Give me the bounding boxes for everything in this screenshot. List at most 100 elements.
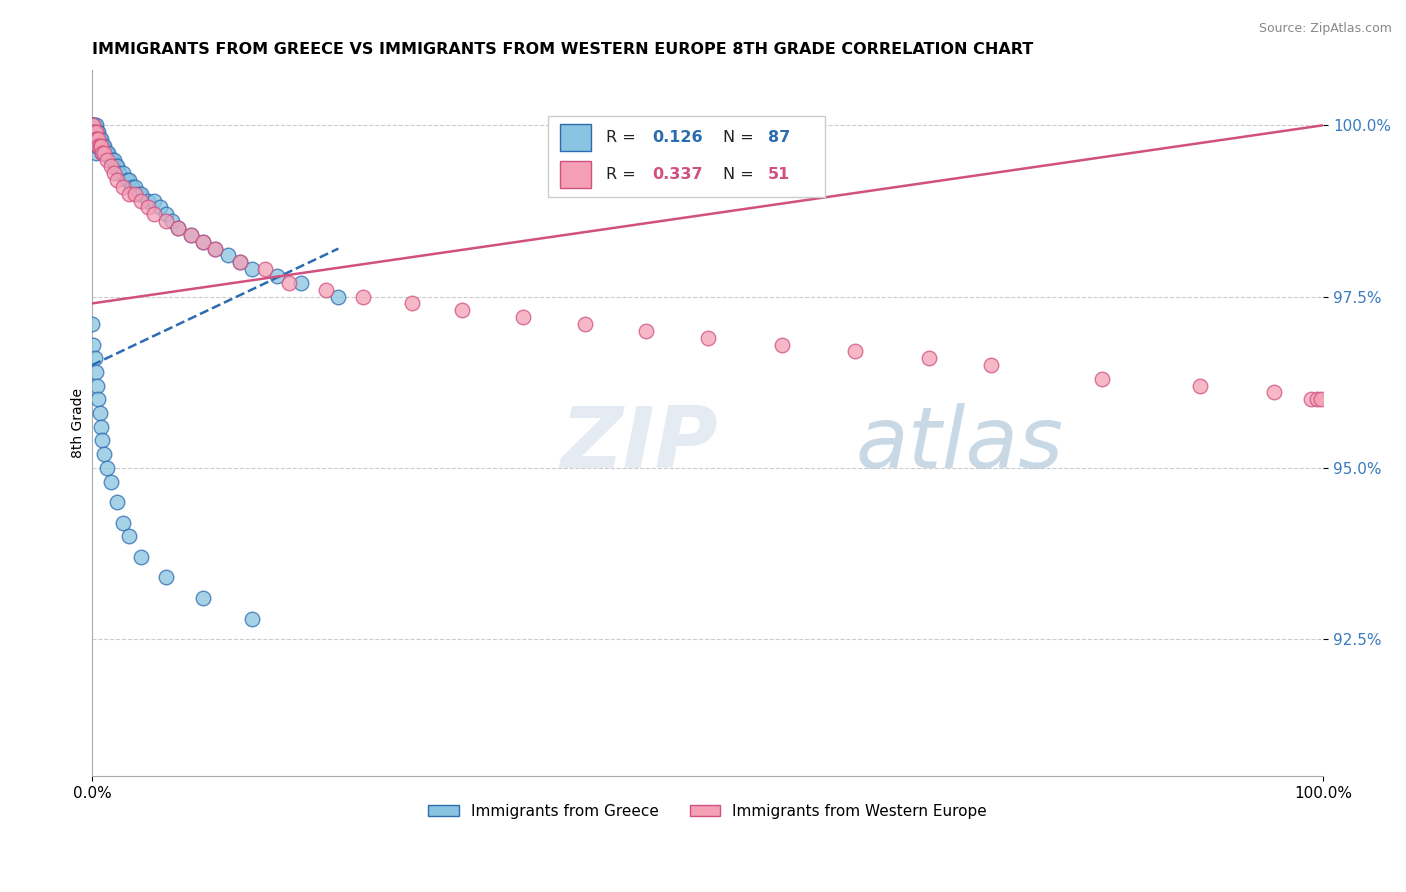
Point xyxy=(352,289,374,303)
Point xyxy=(93,447,115,461)
Point xyxy=(574,317,596,331)
Point xyxy=(191,235,214,249)
Point xyxy=(82,337,104,351)
Point xyxy=(636,324,658,338)
Point xyxy=(204,242,226,256)
Point xyxy=(84,138,107,153)
Point xyxy=(96,153,118,167)
Point xyxy=(83,125,105,139)
Point xyxy=(770,337,793,351)
Point xyxy=(136,201,159,215)
Point xyxy=(328,289,350,303)
Point xyxy=(82,118,104,132)
Point xyxy=(118,186,141,201)
Point xyxy=(512,310,534,324)
Point xyxy=(315,283,337,297)
Point xyxy=(100,153,122,167)
Point xyxy=(266,268,288,283)
Point xyxy=(180,227,202,242)
FancyBboxPatch shape xyxy=(560,161,591,187)
Point xyxy=(84,132,107,146)
Point xyxy=(142,194,165,208)
Text: 87: 87 xyxy=(768,130,790,145)
Point xyxy=(167,221,190,235)
Text: 51: 51 xyxy=(768,167,790,182)
Point xyxy=(89,132,111,146)
Point xyxy=(1091,372,1114,386)
Point xyxy=(131,549,153,564)
Point xyxy=(124,180,146,194)
Point xyxy=(121,180,143,194)
Point xyxy=(155,214,177,228)
Point xyxy=(82,125,104,139)
Point xyxy=(401,296,423,310)
Point xyxy=(115,173,138,187)
Point xyxy=(84,125,107,139)
Point xyxy=(844,344,866,359)
Point xyxy=(90,419,112,434)
Point xyxy=(83,132,105,146)
Point xyxy=(105,495,128,509)
Point xyxy=(87,392,110,407)
Point xyxy=(87,125,110,139)
Point xyxy=(240,611,263,625)
Point xyxy=(90,132,112,146)
Point xyxy=(83,138,105,153)
Point xyxy=(86,138,108,153)
Point xyxy=(217,248,239,262)
Point xyxy=(101,153,124,167)
Point xyxy=(104,159,127,173)
Point xyxy=(191,235,214,249)
Point xyxy=(124,186,146,201)
Point xyxy=(1263,385,1285,400)
Point xyxy=(229,255,252,269)
Point xyxy=(83,118,105,132)
Point xyxy=(82,118,104,132)
Point xyxy=(253,262,276,277)
Point xyxy=(155,570,177,584)
Point xyxy=(1306,392,1329,407)
Point xyxy=(82,118,104,132)
Point xyxy=(83,125,105,139)
Point xyxy=(94,145,117,160)
Point xyxy=(86,378,108,392)
Point xyxy=(111,516,134,530)
Point xyxy=(93,145,115,160)
Point xyxy=(100,475,122,489)
Point xyxy=(191,591,214,605)
Text: 0.337: 0.337 xyxy=(652,167,703,182)
Point xyxy=(86,132,108,146)
Point xyxy=(155,207,177,221)
Point xyxy=(96,145,118,160)
Point xyxy=(108,166,131,180)
Point xyxy=(100,159,122,173)
Point xyxy=(278,276,301,290)
Point xyxy=(83,351,105,366)
Text: N =: N = xyxy=(723,130,758,145)
Point xyxy=(90,138,112,153)
Point xyxy=(86,125,108,139)
FancyBboxPatch shape xyxy=(560,124,591,152)
Point xyxy=(180,227,202,242)
Text: R =: R = xyxy=(606,130,640,145)
Point xyxy=(111,180,134,194)
Point xyxy=(90,138,112,153)
Point xyxy=(111,166,134,180)
Point xyxy=(91,138,114,153)
Text: R =: R = xyxy=(606,167,640,182)
Point xyxy=(118,173,141,187)
Point xyxy=(93,145,115,160)
Point xyxy=(91,138,114,153)
Point xyxy=(142,207,165,221)
Point xyxy=(82,118,104,132)
Point xyxy=(83,132,105,146)
Text: ZIP: ZIP xyxy=(560,403,717,486)
Point xyxy=(86,132,108,146)
Point xyxy=(87,132,110,146)
Point xyxy=(87,138,110,153)
Point xyxy=(229,255,252,269)
Point xyxy=(82,125,104,139)
Point xyxy=(136,194,159,208)
Point xyxy=(82,132,104,146)
FancyBboxPatch shape xyxy=(548,116,825,197)
